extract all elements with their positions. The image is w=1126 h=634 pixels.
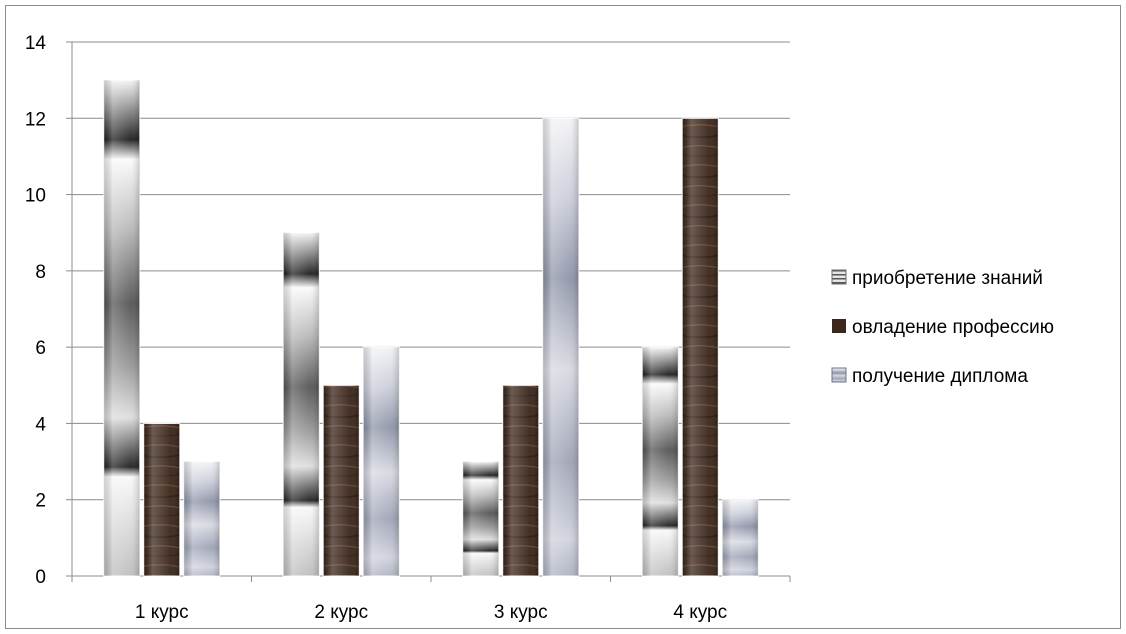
bar-shading xyxy=(103,80,140,577)
legend: приобретение знаний овладение профессию по… xyxy=(831,268,1054,387)
x-category-label: 4 курс xyxy=(673,602,727,623)
legend-label-1: приобретение знаний xyxy=(852,268,1043,289)
bar-shading xyxy=(682,118,719,577)
y-tick-label: 6 xyxy=(35,338,46,359)
legend-swatch-1 xyxy=(831,269,847,285)
bar-shading xyxy=(283,232,320,576)
bar-shading xyxy=(462,461,499,576)
x-category-label: 2 курс xyxy=(314,602,368,623)
legend-swatch-3 xyxy=(831,367,847,383)
y-tick-label: 8 xyxy=(35,262,46,283)
legend-swatch-2 xyxy=(832,319,846,333)
bar-shading xyxy=(542,118,579,577)
y-tick-label: 0 xyxy=(35,567,46,588)
legend-label-2: овладение профессию xyxy=(852,317,1054,338)
axis-labels: 0 2 4 6 8 10 12 14 1 курс 2 курс 3 курс 4 курс xyxy=(25,33,727,623)
y-tick-label: 12 xyxy=(25,109,46,130)
x-category-label: 1 курс xyxy=(135,602,189,623)
legend-label-3: получение диплома xyxy=(852,366,1028,387)
x-category-label: 3 курс xyxy=(494,602,548,623)
y-tick-label: 10 xyxy=(25,186,46,207)
bar-shading xyxy=(363,347,400,576)
bar-shading xyxy=(502,385,539,576)
y-tick-label: 2 xyxy=(35,491,46,512)
bar-shading xyxy=(183,461,220,576)
bar-shading xyxy=(642,347,679,576)
bars xyxy=(103,79,759,577)
bar-shading xyxy=(323,385,360,576)
y-tick-label: 4 xyxy=(35,414,46,435)
bar-shading xyxy=(143,423,180,576)
y-tick-label: 14 xyxy=(25,33,47,54)
bar-shading xyxy=(722,499,759,576)
